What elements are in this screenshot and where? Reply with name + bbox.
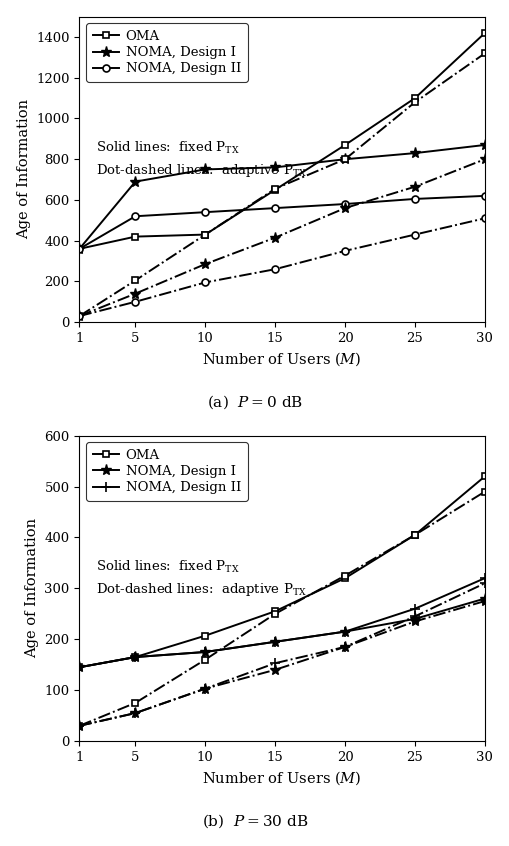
NOMA, Design II	[132, 652, 138, 662]
X-axis label: Number of Users ($M$): Number of Users ($M$)	[202, 769, 361, 787]
NOMA, Design I	[342, 154, 348, 164]
NOMA, Design II	[272, 203, 278, 213]
OMA	[272, 184, 278, 195]
OMA	[76, 662, 82, 673]
NOMA, Design I	[342, 627, 348, 637]
NOMA, Design I	[76, 244, 82, 254]
NOMA, Design I	[76, 662, 82, 673]
Line: NOMA, Design II: NOMA, Design II	[76, 192, 488, 252]
OMA	[76, 244, 82, 254]
NOMA, Design II	[76, 662, 82, 673]
NOMA, Design I	[272, 162, 278, 173]
Text: (a)  $P = 0$ dB: (a) $P = 0$ dB	[207, 393, 302, 411]
NOMA, Design II	[411, 604, 417, 614]
OMA	[132, 232, 138, 242]
Legend: OMA, NOMA, Design I, NOMA, Design II: OMA, NOMA, Design I, NOMA, Design II	[86, 442, 247, 501]
Line: NOMA, Design I: NOMA, Design I	[74, 140, 490, 255]
Line: NOMA, Design I: NOMA, Design I	[74, 593, 490, 673]
Text: Dot-dashed lines:  adaptive $\mathrm{P_{TX}}$: Dot-dashed lines: adaptive $\mathrm{P_{T…	[96, 162, 306, 179]
OMA	[411, 530, 417, 540]
OMA	[202, 229, 208, 239]
NOMA, Design II	[76, 244, 82, 254]
Line: OMA: OMA	[76, 473, 488, 671]
Line: NOMA, Design II: NOMA, Design II	[74, 574, 489, 672]
OMA	[481, 471, 487, 481]
NOMA, Design II	[202, 647, 208, 657]
Line: OMA: OMA	[76, 30, 488, 252]
NOMA, Design II	[202, 207, 208, 217]
NOMA, Design I	[481, 593, 487, 603]
Y-axis label: Age of Information: Age of Information	[17, 99, 31, 239]
Text: Dot-dashed lines:  adaptive $\mathrm{P_{TX}}$: Dot-dashed lines: adaptive $\mathrm{P_{T…	[96, 580, 306, 597]
Text: (b)  $P = 30$ dB: (b) $P = 30$ dB	[202, 812, 307, 830]
NOMA, Design II	[342, 627, 348, 637]
OMA	[411, 93, 417, 103]
NOMA, Design II	[272, 637, 278, 647]
OMA	[202, 630, 208, 640]
NOMA, Design II	[481, 573, 487, 583]
NOMA, Design I	[132, 177, 138, 187]
NOMA, Design I	[272, 637, 278, 647]
Text: Solid lines:  fixed $\mathrm{P_{TX}}$: Solid lines: fixed $\mathrm{P_{TX}}$	[96, 140, 239, 157]
OMA	[132, 652, 138, 662]
Legend: OMA, NOMA, Design I, NOMA, Design II: OMA, NOMA, Design I, NOMA, Design II	[86, 23, 247, 82]
NOMA, Design II	[342, 199, 348, 209]
NOMA, Design II	[132, 212, 138, 222]
NOMA, Design I	[202, 647, 208, 657]
NOMA, Design I	[411, 148, 417, 158]
NOMA, Design II	[481, 191, 487, 201]
NOMA, Design I	[481, 140, 487, 150]
OMA	[342, 573, 348, 583]
X-axis label: Number of Users ($M$): Number of Users ($M$)	[202, 350, 361, 368]
Text: Solid lines:  fixed $\mathrm{P_{TX}}$: Solid lines: fixed $\mathrm{P_{TX}}$	[96, 559, 239, 575]
OMA	[342, 140, 348, 150]
Y-axis label: Age of Information: Age of Information	[25, 519, 39, 658]
NOMA, Design I	[202, 164, 208, 174]
NOMA, Design I	[411, 614, 417, 624]
OMA	[481, 28, 487, 38]
NOMA, Design II	[411, 194, 417, 204]
OMA	[272, 607, 278, 617]
NOMA, Design I	[132, 652, 138, 662]
